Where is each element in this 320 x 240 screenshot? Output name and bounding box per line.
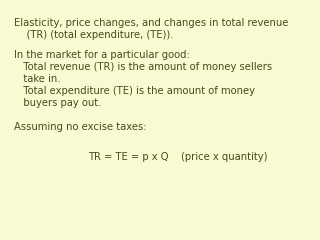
Text: Elasticity, price changes, and changes in total revenue: Elasticity, price changes, and changes i… (14, 18, 288, 28)
Text: buyers pay out.: buyers pay out. (14, 98, 101, 108)
Text: (TR) (total expenditure, (TE)).: (TR) (total expenditure, (TE)). (14, 30, 173, 40)
Text: Total expenditure (TE) is the amount of money: Total expenditure (TE) is the amount of … (14, 86, 255, 96)
Text: Assuming no excise taxes:: Assuming no excise taxes: (14, 122, 147, 132)
Text: Total revenue (TR) is the amount of money sellers: Total revenue (TR) is the amount of mone… (14, 62, 272, 72)
Text: take in.: take in. (14, 74, 60, 84)
Text: TR = TE = p x Q    (price x quantity): TR = TE = p x Q (price x quantity) (88, 152, 268, 162)
Text: In the market for a particular good:: In the market for a particular good: (14, 50, 190, 60)
